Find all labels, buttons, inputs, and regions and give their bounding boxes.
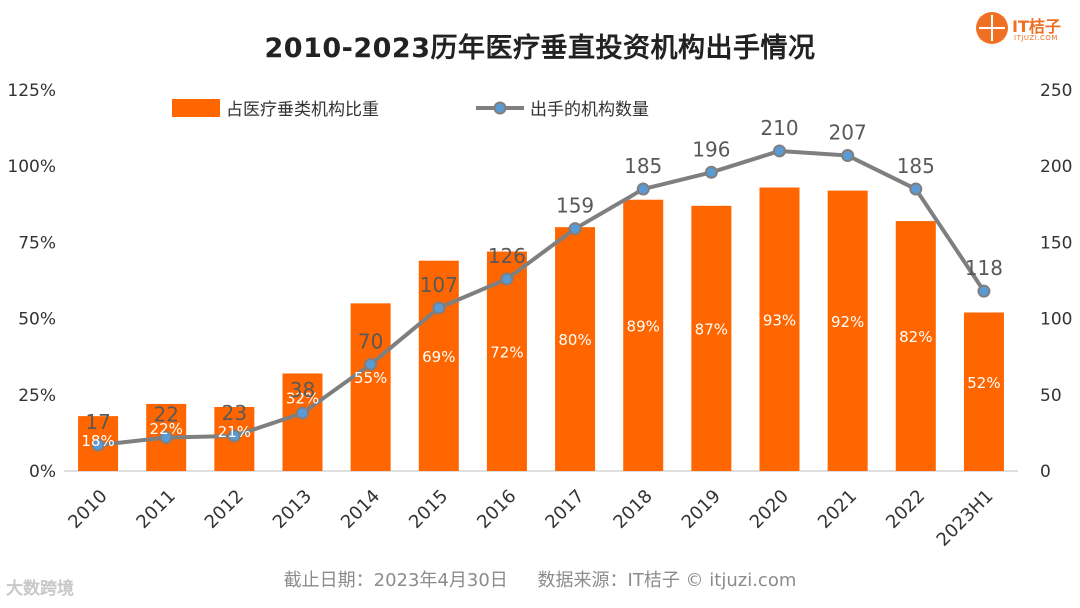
bar-data-label: 32% [286,389,319,407]
line-data-label: 17 [85,410,110,434]
x-tick-label: 2017 [541,486,588,533]
bar [350,303,391,471]
logo-domain-text: ITJUZI.COM [1014,34,1058,42]
line-data-label: 207 [829,121,867,145]
line-point [568,222,582,236]
line-point [841,149,855,163]
line-data-label: 196 [692,137,730,161]
legend-bar-swatch [172,99,220,117]
legend-line-marker [493,101,507,115]
line-data-label: 38 [290,378,315,402]
x-tick-label: 2014 [337,486,384,533]
series-line [97,148,986,448]
line-point [773,144,786,158]
bar [555,227,596,471]
watermark-text: 大数跨境 [6,579,74,599]
x-tick-label: 2018 [610,486,657,533]
bar-data-label: 82% [899,328,932,346]
x-tick-label: 2023H1 [933,486,998,551]
line-point [500,272,514,286]
line-point [364,357,378,371]
bar-data-label: 92% [831,313,864,331]
bar-data-label: 21% [218,423,251,441]
bar-data-label: 22% [150,420,183,438]
chart-footer: 截止日期：2023年4月30日 数据来源：IT桔子 © itjuzi.com [0,566,1080,592]
line-point [909,182,923,196]
y-right-tick-label: 100 [1040,310,1072,330]
bar [963,312,1004,471]
bar-data-label: 72% [490,343,523,361]
bar [759,187,800,471]
line-data-label: 185 [897,154,935,178]
bar-data-label: 93% [763,311,796,329]
line-point [227,429,241,443]
bar-data-label: 87% [695,320,728,338]
bar [691,205,732,471]
line-data-label: 23 [222,401,247,425]
x-tick-label: 2020 [746,486,793,533]
legend-bar-label: 占医疗垂类机构比重 [226,100,379,120]
y-right-tick-label: 250 [1040,81,1072,101]
line-data-label: 70 [358,329,383,353]
y-left-tick-label: 125% [7,81,56,101]
y-left-tick-label: 0% [29,462,56,482]
line-point [159,430,173,444]
y-left-tick-label: 50% [18,310,56,330]
line-data-label: 22 [153,402,178,426]
x-tick-label: 2012 [201,486,248,533]
bar [282,373,323,471]
line-point [432,301,446,315]
bar [827,190,868,472]
x-tick-label: 2016 [473,486,520,533]
bar [418,260,459,471]
line-data-label: 107 [420,273,458,297]
bar-data-label: 80% [558,331,591,349]
y-left-tick-label: 75% [18,233,56,253]
bar [623,199,664,471]
logo-brand-text: IT桔子 [1012,17,1061,36]
x-tick-label: 2013 [269,486,316,533]
data-source: 数据来源：IT桔子 © itjuzi.com [537,570,797,591]
line-data-label: 185 [624,154,662,178]
brand-logo: IT桔子 ITJUZI.COM [976,10,1076,50]
cutoff-date: 截止日期：2023年4月30日 [283,570,508,591]
y-right-tick-label: 150 [1040,233,1072,253]
bar [486,251,527,471]
x-tick-label: 2021 [814,486,861,533]
x-tick-label: 2019 [678,486,725,533]
x-tick-label: 2011 [133,486,180,533]
line-point [977,284,991,298]
y-right-tick-label: 50 [1040,386,1062,406]
line-point [91,438,105,452]
bar-data-label: 69% [422,348,455,366]
x-tick-label: 2010 [64,486,111,533]
bar-data-label: 52% [967,374,1000,392]
x-tick-label: 2015 [405,486,452,533]
y-right-tick-label: 200 [1040,157,1072,177]
bar-data-label: 89% [627,317,660,335]
line-data-label: 159 [556,194,594,218]
bar [895,221,936,471]
line-data-label: 118 [965,256,1003,280]
line-point [296,406,309,420]
x-tick-label: 2022 [882,486,929,533]
y-right-tick-label: 0 [1040,462,1051,482]
y-left-tick-label: 25% [18,386,56,406]
bar-data-label: 18% [81,432,114,450]
legend-line-label: 出手的机构数量 [530,100,649,120]
orange-slice-icon [976,12,1008,44]
line-data-label: 126 [488,244,526,268]
y-left-tick-label: 100% [7,157,56,177]
chart-title: 2010-2023历年医疗垂直投资机构出手情况 [264,33,816,64]
line-point [636,182,650,196]
bar-data-label: 55% [354,369,387,387]
line-data-label: 210 [760,116,798,140]
line-point [704,165,718,179]
